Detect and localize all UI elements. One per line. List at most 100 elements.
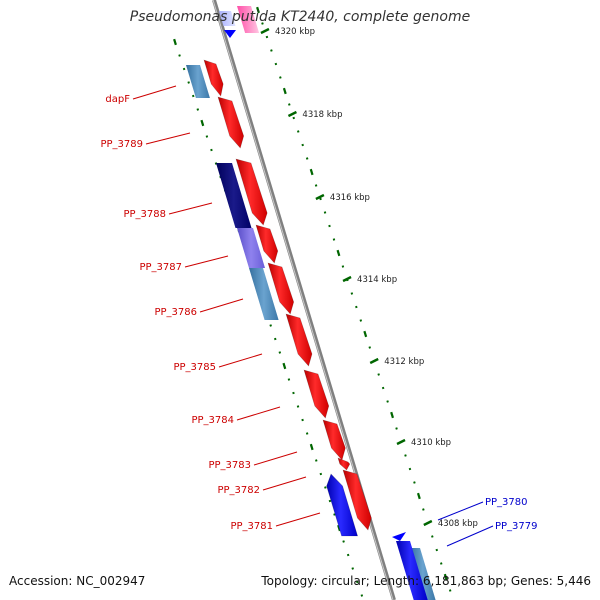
gene-label-pp-3784: PP_3784 — [191, 415, 234, 426]
right-track-minor-tick — [314, 184, 318, 187]
right-track-minor-tick — [265, 35, 269, 39]
right-track-major-tick — [282, 87, 287, 95]
gene-label-pp-3788: PP_3788 — [123, 209, 166, 220]
right-track-minor-tick — [274, 62, 278, 66]
scale-major-tick — [423, 519, 433, 527]
right-track-minor-tick — [270, 49, 273, 52]
right-track-minor-tick — [350, 292, 354, 295]
leader-pp-3785 — [218, 353, 263, 368]
right-track-minor-tick — [435, 548, 439, 552]
gene-pp-3784-arrow — [303, 369, 330, 419]
right-track-minor-tick — [386, 400, 389, 403]
gene-label-pp-3780: PP_3780 — [485, 497, 528, 508]
gene-pp-3786-arrow — [267, 262, 295, 315]
leader-pp-3781 — [275, 512, 321, 527]
right-track-minor-tick — [413, 481, 416, 484]
right-track-major-tick — [416, 492, 421, 500]
right-track-minor-tick — [422, 508, 425, 511]
left-track-minor-tick — [205, 135, 209, 138]
left-track-minor-tick — [324, 486, 327, 489]
right-track-minor-tick — [448, 589, 452, 592]
map-title: Pseudomonas putida KT2440, complete geno… — [129, 9, 471, 25]
scale-label: 4316 kbp — [330, 193, 370, 203]
leader-pp-3786 — [199, 298, 244, 313]
right-track-major-tick — [336, 249, 341, 257]
feature-layer — [186, 6, 436, 600]
left-track-minor-tick — [305, 432, 309, 435]
right-track-minor-tick — [292, 116, 296, 120]
right-track-minor-tick — [359, 319, 363, 322]
gene-label-pp-3789: PP_3789 — [100, 139, 143, 150]
left-track-major-tick — [309, 443, 314, 451]
right-track-minor-tick — [288, 103, 291, 106]
left-track-minor-tick — [346, 553, 350, 557]
left-track-minor-tick — [342, 540, 345, 543]
gene-pp-3782-arrow — [337, 457, 351, 471]
scale-major-tick — [342, 275, 352, 283]
gene-pp-3788-arrow — [235, 158, 268, 226]
scale-major-tick — [369, 357, 379, 365]
leader-pp-3787 — [184, 255, 229, 268]
left-track-minor-tick — [292, 391, 295, 395]
feature-block-violet — [237, 228, 265, 268]
gene-pp-3783-arrow — [322, 419, 346, 461]
leader-dapf — [132, 85, 177, 100]
right-track-minor-tick — [301, 143, 304, 147]
gene-pp-3779-block — [396, 541, 428, 600]
leader-pp-3788 — [168, 202, 213, 215]
top-pink-feature — [237, 6, 260, 33]
gene-label-pp-3787: PP_3787 — [139, 262, 182, 273]
right-track-minor-tick — [319, 197, 322, 201]
right-track-minor-tick — [431, 535, 434, 538]
gene-label-pp-3779: PP_3779 — [495, 521, 538, 532]
scale-label: 4318 kbp — [302, 110, 342, 120]
left-track-minor-tick — [196, 108, 200, 111]
scale-label: 4320 kbp — [275, 27, 315, 37]
gene-label-pp-3786: PP_3786 — [154, 307, 197, 318]
leader-pp-3780 — [437, 501, 484, 521]
gene-pp-3785-arrow — [285, 313, 313, 367]
left-track-minor-tick — [214, 162, 218, 165]
genome-summary-text: Topology: circular; Length: 6,181,863 bp… — [261, 574, 591, 588]
scale-major-tick — [260, 27, 270, 35]
right-track-minor-tick — [368, 346, 371, 349]
accession-text: Accession: NC_002947 — [9, 574, 146, 588]
scale-major-tick — [396, 438, 406, 446]
right-track-minor-tick — [439, 562, 443, 565]
right-track-minor-tick — [395, 427, 398, 430]
right-track-minor-tick — [377, 373, 380, 376]
leader-pp-3782 — [262, 476, 307, 491]
gene-pp-3780-arrow — [392, 532, 406, 541]
top-pale-feature — [219, 11, 236, 26]
scale-major-tick — [287, 110, 297, 118]
left-track-minor-tick — [278, 351, 282, 354]
scale-label: 4308 kbp — [438, 519, 478, 529]
left-track-minor-tick — [210, 148, 213, 152]
left-track-minor-tick — [178, 54, 181, 57]
right-track-minor-tick — [355, 305, 358, 309]
gene-label-pp-3785: PP_3785 — [173, 362, 216, 373]
feature-block-dark — [216, 163, 252, 228]
scale-label: 4314 kbp — [357, 275, 397, 285]
right-track-minor-tick — [261, 22, 264, 25]
left-track-major-tick — [337, 524, 341, 532]
left-track-minor-tick — [356, 580, 359, 584]
right-track-minor-tick — [323, 211, 327, 214]
right-track-major-tick — [363, 330, 368, 338]
left-track-major-tick — [173, 38, 177, 46]
gene-layer — [203, 59, 428, 600]
scale-label: 4312 kbp — [384, 357, 424, 367]
left-track-minor-tick — [333, 513, 336, 516]
right-track-major-tick — [390, 411, 395, 419]
right-track-minor-tick — [305, 157, 309, 160]
left-track-minor-tick — [319, 472, 323, 476]
right-track-minor-tick — [332, 238, 336, 241]
left-track-major-tick — [282, 362, 287, 370]
left-track-minor-tick — [315, 459, 318, 462]
gene-label-pp-3782: PP_3782 — [217, 485, 260, 496]
right-track-major-tick — [443, 573, 448, 581]
right-track-minor-tick — [341, 265, 345, 268]
right-track-major-tick — [256, 6, 260, 14]
left-track-minor-tick — [182, 67, 186, 71]
